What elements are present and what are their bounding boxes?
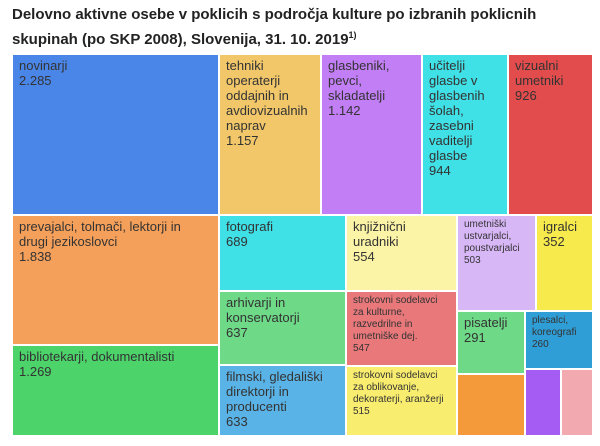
treemap-cell-value: 633 bbox=[226, 414, 248, 429]
treemap-cell-label: vizualni umetniki bbox=[515, 58, 564, 88]
treemap-cell[interactable]: vizualni umetniki 926 bbox=[508, 54, 593, 215]
treemap-cell-value: 637 bbox=[226, 325, 248, 340]
treemap-cell-value: 503 bbox=[464, 255, 481, 266]
treemap-cell[interactable]: novinarji 2.285 bbox=[12, 54, 219, 215]
treemap-cell-label: arhivarji in konservatorji bbox=[226, 295, 300, 325]
treemap-cell-label: knjižnični uradniki bbox=[353, 219, 406, 249]
treemap-cell[interactable]: knjižnični uradniki 554 bbox=[346, 215, 457, 291]
treemap-cell[interactable]: arhivarji in konservatorji 637 bbox=[219, 291, 346, 365]
treemap-cell[interactable]: plesalci, koreografi 260 bbox=[525, 311, 593, 369]
treemap-cell[interactable]: umetniški ustvarjalci, poustvarjalci 503 bbox=[457, 215, 536, 311]
treemap-cell-value: 1.269 bbox=[19, 364, 52, 379]
treemap-cell-label: fotografi bbox=[226, 219, 273, 234]
treemap-cell[interactable]: učitelji glasbe v glasbenih šolah, zaseb… bbox=[422, 54, 508, 215]
treemap-cell-value: 260 bbox=[532, 339, 549, 350]
treemap-cell[interactable]: strokovni sodelavci za kulturne, razvedr… bbox=[346, 291, 457, 366]
treemap-cell-value: 1.142 bbox=[328, 103, 361, 118]
treemap-cell[interactable]: bibliotekarji, dokumentalisti 1.269 bbox=[12, 345, 219, 436]
treemap-cell-value: 926 bbox=[515, 88, 537, 103]
treemap-cell[interactable]: fotografi 689 bbox=[219, 215, 346, 291]
treemap-cell[interactable]: igralci 352 bbox=[536, 215, 593, 311]
treemap-cell[interactable]: tehniki operaterji oddajnih in avdiovizu… bbox=[219, 54, 321, 215]
treemap-cell-value: 1.838 bbox=[19, 249, 52, 264]
treemap-cell-label: pisatelji bbox=[464, 315, 508, 330]
treemap-cell-label: filmski, gledališki direktorji in produc… bbox=[226, 369, 323, 414]
treemap-cell-value: 547 bbox=[353, 343, 370, 354]
chart-title-text: Delovno aktivne osebe v poklicih s podro… bbox=[12, 6, 537, 48]
treemap-cell-label: bibliotekarji, dokumentalisti bbox=[19, 349, 175, 364]
treemap-cell[interactable]: filmski, gledališki direktorji in produc… bbox=[219, 365, 346, 436]
footnote-mark: 1) bbox=[348, 30, 357, 40]
treemap-cell[interactable]: strokovni sodelavci za oblikovanje, deko… bbox=[346, 366, 457, 436]
treemap-cell-value: 689 bbox=[226, 234, 248, 249]
treemap-cell[interactable] bbox=[561, 369, 593, 436]
treemap-cell-value: 1.157 bbox=[226, 133, 259, 148]
treemap-cell-label: strokovni sodelavci za kulturne, razvedr… bbox=[353, 295, 438, 342]
treemap-cell-label: igralci bbox=[543, 219, 577, 234]
treemap-cell-label: glasbeniki, pevci, skladatelji bbox=[328, 58, 390, 103]
treemap-cell[interactable] bbox=[525, 369, 561, 436]
treemap-cell-value: 352 bbox=[543, 234, 565, 249]
treemap-cell[interactable]: glasbeniki, pevci, skladatelji 1.142 bbox=[321, 54, 422, 215]
chart-title: Delovno aktivne osebe v poklicih s podro… bbox=[12, 4, 592, 50]
treemap-cell-label: plesalci, koreografi bbox=[532, 315, 577, 338]
treemap-cell-label: prevajalci, tolmači, lektorji in drugi j… bbox=[19, 219, 181, 249]
treemap-cell-label: tehniki operaterji oddajnih in avdiovizu… bbox=[226, 58, 308, 133]
treemap-cell-label: novinarji bbox=[19, 58, 68, 73]
treemap-cell[interactable]: prevajalci, tolmači, lektorji in drugi j… bbox=[12, 215, 219, 345]
treemap-cell-value: 515 bbox=[353, 406, 370, 417]
treemap-cell-value: 2.285 bbox=[19, 73, 52, 88]
treemap-cell-value: 944 bbox=[429, 163, 451, 178]
treemap-cell-label: učitelji glasbe v glasbenih šolah, zaseb… bbox=[429, 58, 485, 163]
treemap-cell[interactable] bbox=[457, 374, 525, 436]
treemap-cell-label: umetniški ustvarjalci, poustvarjalci bbox=[464, 219, 520, 254]
treemap-cell-value: 554 bbox=[353, 249, 375, 264]
treemap-cell[interactable]: pisatelji 291 bbox=[457, 311, 525, 374]
treemap-cell-value: 291 bbox=[464, 330, 486, 345]
treemap-cell-label: strokovni sodelavci za oblikovanje, deko… bbox=[353, 370, 444, 405]
